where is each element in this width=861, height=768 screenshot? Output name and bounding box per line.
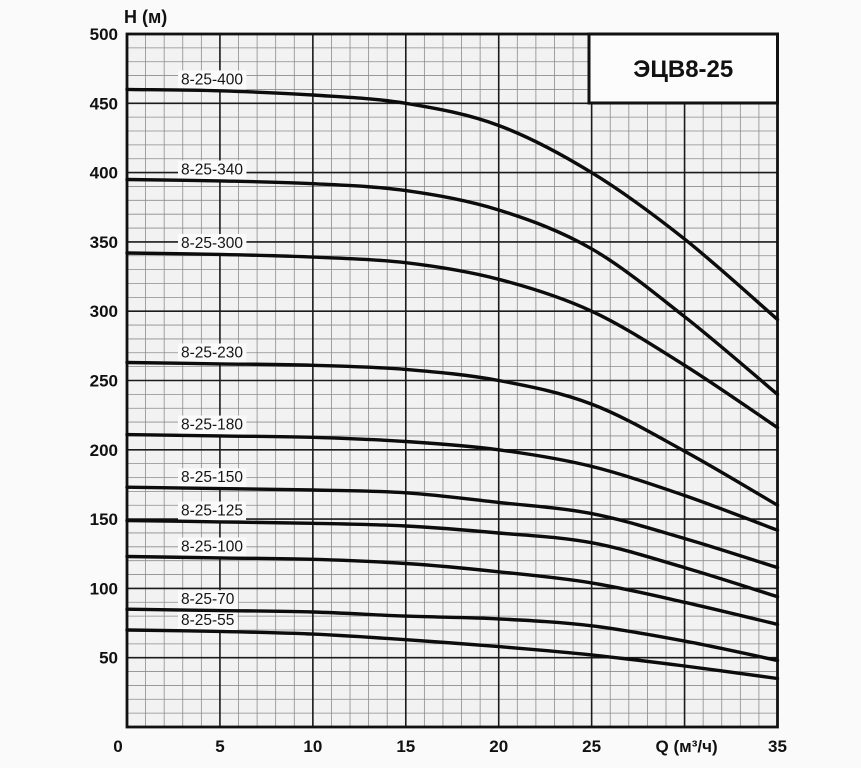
pump-curves [125, 87, 780, 681]
y-tick-label: 450 [90, 94, 118, 113]
x-tick-label: 5 [215, 737, 224, 756]
pump-curve-8-25-55 [125, 628, 780, 681]
y-tick-label: 50 [99, 649, 118, 668]
x-tick-label: 10 [303, 737, 322, 756]
curve-label-8-25-340: 8-25-340 [178, 160, 247, 180]
pump-curve-8-25-340 [125, 177, 780, 397]
curve-label-text: 8-25-400 [181, 71, 243, 88]
curve-label-8-25-300: 8-25-300 [178, 234, 247, 253]
curve-label-patch [178, 343, 247, 363]
x-tick-label: 0 [113, 737, 122, 756]
curve-label-text: 8-25-340 [181, 162, 243, 179]
curve-label-patch [178, 537, 247, 557]
y-tick-label: 350 [90, 233, 118, 252]
x-tick-label: 20 [489, 737, 508, 756]
x-axis-title: Q (м³/ч) [656, 737, 718, 756]
pump-curve-8-25-150 [125, 485, 780, 570]
pump-curve-8-25-180 [125, 432, 780, 532]
curve-label-8-25-230: 8-25-230 [178, 343, 247, 363]
y-tick-label: 150 [90, 510, 118, 529]
curve-label-8-25-100: 8-25-100 [178, 537, 247, 557]
y-tick-label: 200 [90, 441, 118, 460]
curve-label-text: 8-25-70 [181, 591, 235, 608]
curve-label-patch [178, 611, 238, 630]
curve-label-text: 8-25-230 [181, 345, 243, 362]
curve-label-text: 8-25-100 [181, 539, 243, 556]
pump-curve-8-25-125 [125, 518, 780, 599]
y-tick-label: 250 [90, 372, 118, 391]
pump-curve-8-25-70 [125, 607, 780, 663]
model-title-box: ЭЦВ8-25 [587, 32, 779, 105]
curve-label-text: 8-25-300 [181, 235, 243, 252]
curve-label-8-25-150: 8-25-150 [178, 468, 247, 488]
y-tick-label: 300 [90, 302, 118, 321]
curve-label-text: 8-25-125 [181, 503, 243, 520]
y-axis-title: H (м) [124, 7, 167, 27]
curve-label-patch [178, 468, 247, 488]
x-tick-label: 35 [768, 737, 787, 756]
curve-label-text: 8-25-55 [181, 612, 234, 629]
y-tick-label: 400 [90, 164, 118, 183]
pump-curve-8-25-300 [125, 251, 780, 430]
curve-label-patch [178, 415, 247, 435]
x-tick-label: 25 [582, 737, 601, 756]
y-tick-label: 100 [90, 579, 118, 598]
curve-label-8-25-400: 8-25-400 [178, 70, 247, 90]
curve-label-8-25-180: 8-25-180 [178, 415, 247, 435]
curve-label-patch [178, 234, 247, 253]
x-axis-tick-labels: 0 5 10 15 20 25 Q (м³/ч) 35 [113, 737, 787, 756]
curve-label-patch [178, 70, 247, 90]
plot-frame [125, 32, 779, 729]
pump-curve-8-25-100 [125, 554, 780, 627]
x-tick-label: 15 [396, 737, 415, 756]
curve-label-patch [178, 590, 238, 610]
pump-curve-8-25-230 [125, 360, 780, 507]
model-label: ЭЦВ8-25 [633, 56, 733, 83]
y-tick-label: 500 [90, 25, 118, 44]
curve-label-text: 8-25-150 [181, 469, 243, 486]
model-title-box-border [587, 32, 779, 105]
curve-labels: 8-25-400 8-25-340 8-25-300 8-25-230 8-25-180… [178, 70, 247, 630]
curve-label-8-25-70: 8-25-70 [178, 590, 238, 610]
curve-label-8-25-55: 8-25-55 [178, 611, 238, 630]
y-axis-tick-labels: 500 450 400 350 300 250 200 150 100 50 [90, 25, 118, 668]
curve-label-patch [178, 160, 247, 180]
pump-curve-8-25-400 [125, 87, 780, 322]
curve-label-patch [178, 501, 247, 521]
curve-label-text: 8-25-180 [181, 417, 243, 434]
curve-label-8-25-125: 8-25-125 [178, 501, 247, 521]
